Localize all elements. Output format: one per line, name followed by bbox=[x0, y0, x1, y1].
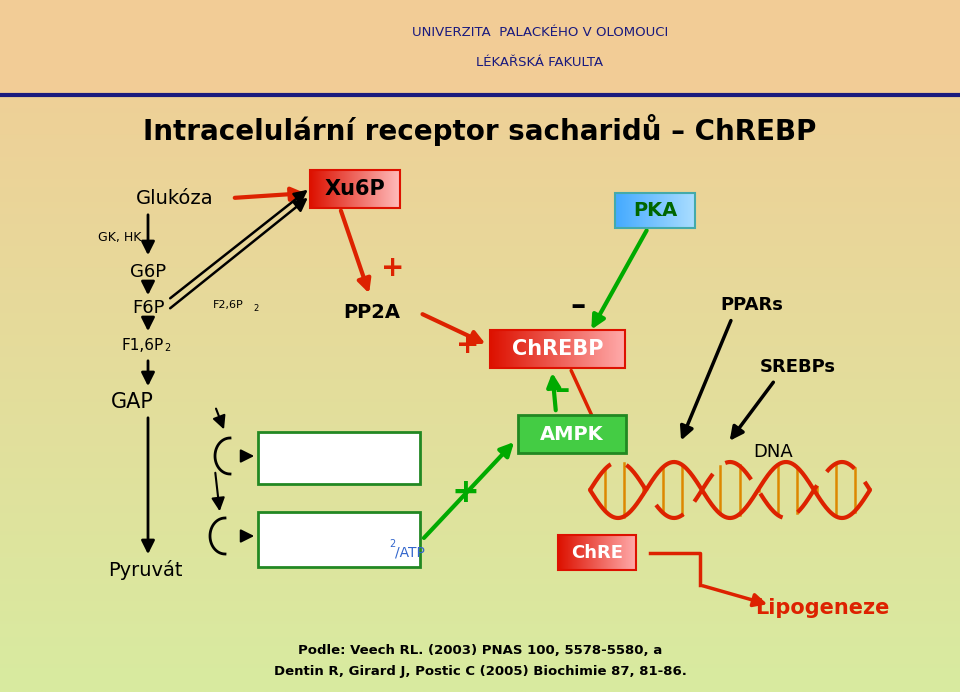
Text: ChRE: ChRE bbox=[571, 543, 623, 561]
Text: 2: 2 bbox=[164, 343, 170, 353]
Text: PKA: PKA bbox=[633, 201, 677, 220]
Text: NADP/NADPH: NADP/NADPH bbox=[293, 445, 386, 459]
Text: GAP: GAP bbox=[110, 392, 154, 412]
Text: UNIVERZITA  PALACKÉHO V OLOMOUCI: UNIVERZITA PALACKÉHO V OLOMOUCI bbox=[412, 26, 668, 39]
Text: Xu6P: Xu6P bbox=[324, 179, 385, 199]
Text: GK, HK: GK, HK bbox=[98, 230, 141, 244]
Text: Lipogeneze: Lipogeneze bbox=[755, 598, 889, 618]
Text: F6P: F6P bbox=[132, 299, 164, 317]
Bar bbox=[518, 415, 626, 453]
Text: AMP = K(ADP): AMP = K(ADP) bbox=[299, 546, 397, 560]
Text: DNA: DNA bbox=[754, 443, 793, 461]
Text: SREBPs: SREBPs bbox=[760, 358, 836, 376]
Bar bbox=[258, 512, 420, 567]
Text: ATP/(ADP + P): ATP/(ADP + P) bbox=[290, 523, 388, 537]
Text: F2,6P: F2,6P bbox=[212, 300, 244, 310]
Text: Dentin R, Girard J, Postic C (2005) Biochimie 87, 81-86.: Dentin R, Girard J, Postic C (2005) Bioc… bbox=[274, 666, 686, 678]
Text: NAD/NADH: NAD/NADH bbox=[300, 465, 377, 479]
Text: /ATP: /ATP bbox=[395, 546, 425, 560]
Text: +: + bbox=[381, 254, 405, 282]
Text: +: + bbox=[456, 331, 480, 359]
Text: PP2A: PP2A bbox=[344, 304, 400, 322]
Bar bbox=[558, 535, 636, 570]
Text: ChREBP: ChREBP bbox=[512, 339, 603, 359]
Text: PPARs: PPARs bbox=[721, 296, 783, 314]
Text: G6P: G6P bbox=[130, 263, 166, 281]
Text: +: + bbox=[451, 475, 479, 509]
Bar bbox=[310, 170, 400, 208]
Text: F1,6P: F1,6P bbox=[122, 338, 164, 352]
Text: Intracelulární receptor sacharidů – ChREBP: Intracelulární receptor sacharidů – ChRE… bbox=[143, 114, 817, 146]
Text: Glukóza: Glukóza bbox=[136, 188, 214, 208]
Text: –: – bbox=[570, 291, 586, 320]
Text: Pyruvát: Pyruvát bbox=[108, 560, 182, 580]
Bar bbox=[615, 193, 695, 228]
Text: 2: 2 bbox=[253, 304, 258, 313]
Text: 2: 2 bbox=[389, 539, 396, 549]
Text: LÉKAŘSKÁ FAKULTA: LÉKAŘSKÁ FAKULTA bbox=[476, 55, 604, 69]
Bar bbox=[0, 0, 960, 95]
Bar bbox=[490, 330, 625, 368]
Bar bbox=[258, 432, 420, 484]
Text: Podle: Veech RL. (2003) PNAS 100, 5578-5580, a: Podle: Veech RL. (2003) PNAS 100, 5578-5… bbox=[298, 644, 662, 657]
Text: –: – bbox=[554, 376, 569, 405]
Text: AMPK: AMPK bbox=[540, 424, 604, 444]
